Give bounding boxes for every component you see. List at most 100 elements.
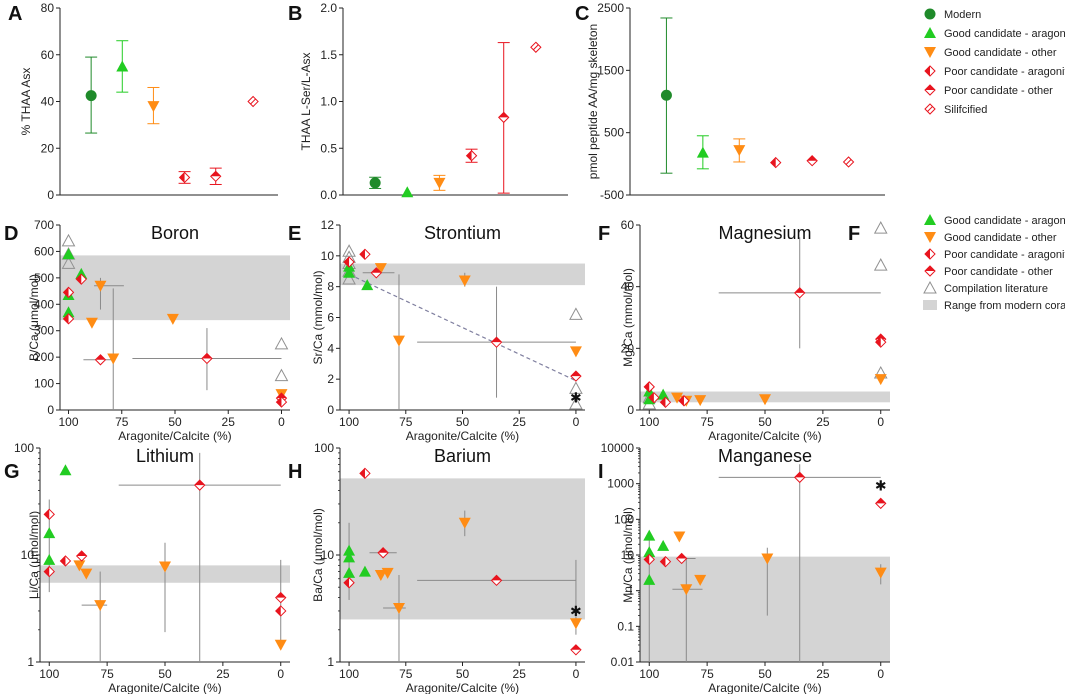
panel-label: H (288, 461, 302, 483)
data-point (275, 605, 287, 617)
data-point (59, 464, 72, 476)
x-tick-label: 100 (39, 667, 59, 681)
y-tick-label: 40 (621, 280, 635, 294)
y-tick-label: 20 (41, 141, 55, 155)
data-point (392, 335, 405, 347)
data-point (924, 248, 936, 260)
x-axis-label: Aragonite/Calcite (%) (406, 681, 519, 694)
panel-C: -500 500 1500 2500 pmol peptide AA/mg skelet… (575, 1, 885, 202)
x-tick-label: 0 (573, 667, 580, 681)
asterisk-point: ✱ (570, 390, 582, 406)
data-point (343, 566, 356, 578)
data-point (569, 381, 583, 394)
data-point (359, 467, 371, 480)
data-point (643, 546, 656, 558)
data-point (94, 280, 107, 292)
x-tick-label: 0 (277, 667, 284, 681)
y-tick-label: 200 (34, 350, 54, 364)
x-axis-label: Aragonite/Calcite (%) (118, 429, 231, 443)
y-tick-label: 100 (14, 441, 34, 455)
y-tick-label: 2.0 (320, 1, 337, 15)
data-point (923, 280, 937, 294)
y-tick-label: 1000 (607, 477, 634, 491)
x-tick-label: 50 (758, 667, 772, 681)
data-point (659, 396, 672, 408)
data-point (465, 150, 478, 162)
legend-label: Good candidate - other (944, 232, 1057, 244)
x-axis-label: Aragonite/Calcite (%) (406, 429, 519, 443)
legend-label: Compilation literature (944, 283, 1048, 295)
data-point (342, 271, 356, 285)
panel-D: 0 100 200 300 400 500 600 700 100 75 50 25 0 Boron Ara… (4, 218, 290, 443)
data-point (675, 552, 688, 565)
data-point (671, 392, 684, 404)
data-point (458, 517, 471, 529)
y-axis-label: B/Ca (μmol/mol) (27, 274, 41, 361)
y-axis-label: pmol peptide AA/mg skeleton (586, 24, 600, 179)
y-tick-label: 40 (41, 95, 55, 109)
data-point (194, 479, 206, 491)
panel-label: A (8, 3, 22, 25)
y-tick-label: 2 (327, 372, 334, 386)
data-point (924, 47, 936, 58)
x-tick-label: 25 (513, 415, 527, 429)
x-tick-label: 100 (639, 415, 659, 429)
data-point (361, 279, 374, 291)
modern-range-band (340, 478, 585, 620)
panel-label: G (4, 461, 20, 483)
panel-label: C (575, 3, 589, 25)
data-point (85, 90, 97, 102)
data-point (873, 258, 888, 271)
data-point (643, 573, 656, 585)
asterisk-point: ✱ (570, 603, 582, 619)
data-point (275, 591, 287, 604)
modern-range-band (340, 263, 585, 286)
data-point (116, 60, 129, 72)
data-point (761, 553, 774, 565)
y-tick-label: 0.5 (320, 141, 337, 155)
data-point (648, 391, 660, 404)
data-point (43, 565, 55, 578)
data-point (657, 539, 670, 551)
data-point (107, 353, 120, 365)
data-point (673, 531, 686, 543)
y-axis-label: % THAA Asx (19, 68, 33, 136)
data-point (343, 544, 356, 556)
data-point (166, 313, 179, 325)
data-point (147, 101, 160, 113)
panel-title: Lithium (136, 446, 194, 466)
data-point (374, 570, 387, 582)
legend-swatch (923, 300, 937, 310)
x-tick-label: 50 (168, 415, 182, 429)
y-tick-label: 2500 (597, 1, 624, 15)
data-point (62, 313, 75, 325)
data-point (274, 336, 289, 350)
legend-label: Good candidate - aragonite (944, 28, 1065, 40)
data-point (680, 584, 693, 596)
data-point (358, 565, 371, 577)
x-tick-label: 50 (758, 415, 772, 429)
y-tick-label: 6 (327, 311, 334, 325)
y-tick-label: 20 (621, 341, 635, 355)
x-tick-label: 25 (816, 415, 830, 429)
data-point (433, 177, 446, 189)
x-axis-label: Aragonite/Calcite (%) (108, 681, 221, 694)
panel-H: 1 10 100 100 75 50 25 0 ✱ Barium Aragonite/Calcite… (288, 441, 585, 694)
y-tick-label: 10 (21, 548, 35, 562)
panel-label: B (288, 3, 302, 25)
x-tick-label: 25 (513, 667, 527, 681)
data-point (343, 256, 355, 268)
x-axis-label: Aragonite/Calcite (%) (708, 429, 821, 443)
legend-label: Poor candidate - aragonite (944, 66, 1065, 78)
legend-label: Modern (944, 9, 981, 21)
legend-label: Good candidate - other (944, 47, 1057, 59)
x-tick-label: 100 (639, 667, 659, 681)
trend-line (348, 273, 577, 382)
x-tick-label: 50 (158, 667, 172, 681)
data-point (759, 394, 771, 406)
x-axis-label: Aragonite/Calcite (%) (708, 681, 821, 694)
y-axis-label: Ba/Ca (μmol/mol) (311, 508, 325, 602)
modern-range-band (60, 255, 290, 321)
data-point (359, 248, 371, 260)
